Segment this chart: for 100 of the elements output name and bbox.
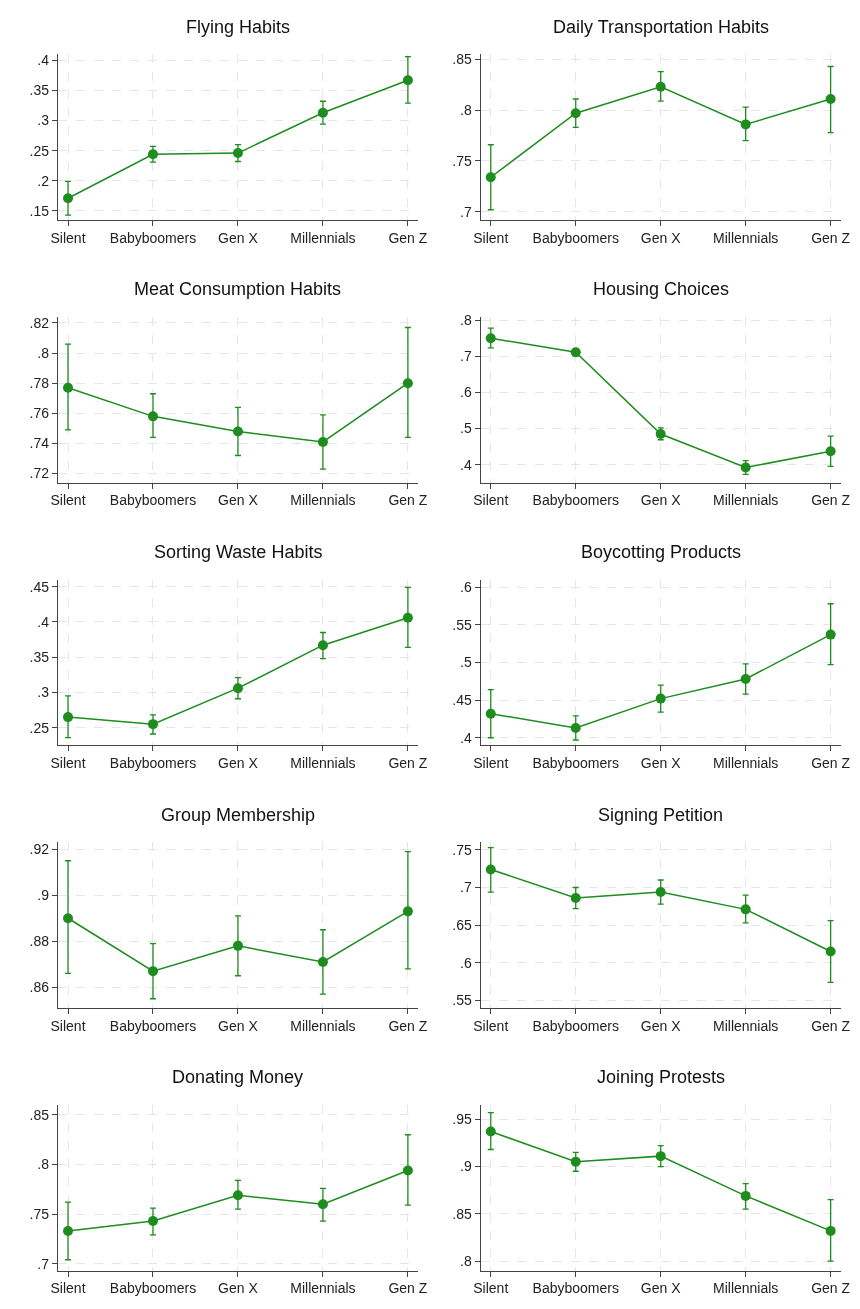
point [655, 887, 666, 898]
x-tick-label: Gen X [640, 1017, 682, 1034]
y-tick-label: .6 [460, 384, 472, 401]
x-tick-label: Millennials [712, 1280, 779, 1297]
x-tick-label: Silent [473, 1280, 509, 1297]
y-tick-label: .2 [37, 172, 50, 189]
y-tick-label: .55 [452, 992, 472, 1009]
y-tick-label: .95 [452, 1111, 472, 1128]
x-tick-label: Silent [50, 229, 86, 246]
y-tick-label: .4 [460, 729, 472, 746]
point [63, 913, 74, 924]
x-tick-label: Gen Z [811, 1280, 851, 1297]
point [317, 436, 328, 447]
point [740, 674, 751, 685]
y-tick-label: .6 [460, 579, 472, 596]
x-tick-label: Gen X [218, 755, 259, 772]
y-tick-label: .65 [452, 917, 472, 934]
chart-title: Meat Consumption Habits [134, 279, 342, 299]
x-tick-label: Millennials [290, 755, 356, 772]
x-tick-label: Millennials [712, 229, 779, 246]
chart-title: Housing Choices [593, 279, 730, 299]
chart-title: Donating Money [172, 1067, 304, 1087]
y-tick-label: .5 [460, 654, 472, 671]
point [232, 1190, 243, 1201]
point [402, 75, 413, 86]
point [63, 382, 74, 393]
y-tick-label: .25 [29, 142, 50, 159]
x-tick-label: Gen Z [388, 1280, 428, 1297]
y-tick-label: .74 [29, 435, 50, 452]
x-tick-label: Silent [473, 755, 509, 772]
x-tick-label: Gen Z [811, 229, 851, 246]
y-tick-label: .7 [460, 203, 472, 220]
x-tick-label: Millennials [712, 492, 779, 509]
point [232, 426, 243, 437]
y-tick-label: .35 [29, 649, 50, 666]
x-tick-label: Babyboomers [532, 755, 619, 772]
x-tick-label: Gen X [218, 1280, 259, 1297]
point [825, 629, 836, 640]
x-tick-label: Babyboomers [532, 229, 619, 246]
point [825, 1225, 836, 1236]
x-tick-label: Gen Z [388, 1017, 428, 1034]
x-tick-label: Gen Z [388, 229, 428, 246]
point [655, 1151, 666, 1162]
y-tick-label: .75 [29, 1206, 50, 1223]
y-tick-label: .85 [452, 1205, 472, 1222]
y-tick-label: .72 [29, 465, 50, 482]
point [485, 333, 496, 344]
x-tick-label: Millennials [712, 1017, 779, 1034]
point [232, 148, 243, 159]
x-tick-label: Silent [473, 229, 509, 246]
x-tick-label: Gen X [640, 1280, 682, 1297]
x-tick-label: Millennials [290, 1280, 356, 1297]
y-tick-label: .3 [37, 112, 50, 129]
x-tick-label: Gen X [640, 755, 682, 772]
x-tick-label: Gen Z [811, 492, 851, 509]
chart-title: Signing Petition [598, 805, 724, 825]
y-tick-label: .8 [460, 102, 472, 119]
y-tick-label: .35 [29, 82, 50, 99]
point [147, 149, 158, 160]
chart-title: Joining Protests [597, 1067, 726, 1087]
point [402, 906, 413, 917]
point [655, 81, 666, 92]
x-tick-label: Silent [473, 1017, 509, 1034]
y-tick-label: .76 [29, 405, 50, 422]
point [740, 904, 751, 915]
chart-title: Daily Transportation Habits [553, 17, 770, 37]
point [825, 94, 836, 104]
chart-title: Group Membership [161, 805, 316, 825]
point [740, 119, 751, 130]
y-tick-label: .86 [29, 979, 50, 996]
point [232, 940, 243, 951]
x-tick-label: Babyboomers [532, 1280, 619, 1297]
y-tick-label: .4 [37, 613, 50, 630]
point [317, 640, 328, 651]
point [825, 446, 836, 457]
y-tick-label: .3 [37, 684, 50, 701]
point [740, 1190, 751, 1201]
y-tick-label: .5 [460, 420, 472, 437]
x-tick-label: Silent [50, 1280, 86, 1297]
x-tick-label: Gen X [218, 229, 259, 246]
point [147, 1216, 158, 1227]
x-tick-label: Gen X [218, 492, 259, 509]
x-tick-label: Gen X [640, 492, 682, 509]
point [402, 612, 413, 623]
x-tick-label: Millennials [290, 229, 356, 246]
y-tick-label: .7 [460, 879, 472, 896]
point [147, 411, 158, 422]
point [402, 378, 413, 389]
x-tick-label: Millennials [290, 492, 356, 509]
y-tick-label: .75 [452, 152, 472, 169]
y-tick-label: .45 [29, 578, 50, 595]
point [485, 172, 496, 183]
point [570, 722, 581, 733]
x-tick-label: Silent [473, 492, 509, 509]
y-tick-label: .8 [37, 345, 50, 362]
x-tick-label: Millennials [290, 1017, 356, 1034]
y-tick-label: .92 [29, 841, 50, 858]
point [402, 1165, 413, 1176]
y-tick-label: .75 [452, 841, 472, 858]
y-tick-label: .7 [460, 348, 472, 365]
